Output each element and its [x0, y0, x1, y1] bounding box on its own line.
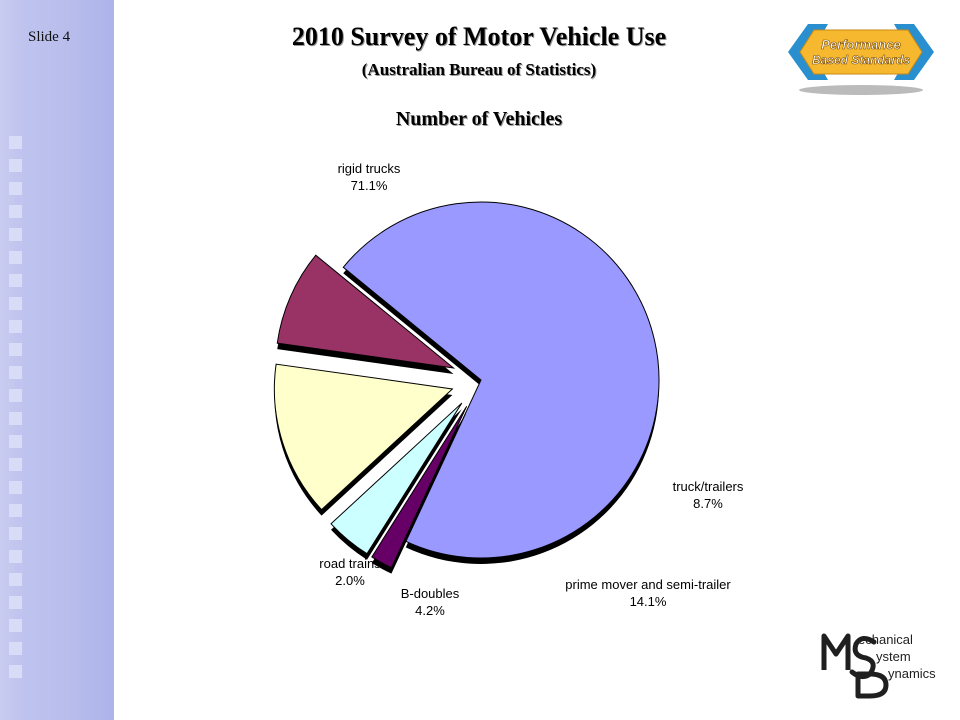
msd-logo: echanical ystem ynamics [821, 632, 936, 699]
chart-title: Number of Vehicles [395, 108, 563, 130]
slice-name-label: prime mover and semi-trailer [565, 577, 731, 592]
sidebar-square [9, 412, 22, 425]
slice-name-label: road trains [319, 556, 381, 571]
sidebar-square [9, 366, 22, 379]
slice-value-label: 4.2% [415, 603, 445, 618]
sidebar-square [9, 159, 22, 172]
sidebar-square [9, 435, 22, 448]
slice-value-label: 2.0% [335, 573, 365, 588]
sidebar-square [9, 297, 22, 310]
msd-letter-m [821, 633, 851, 670]
sidebar-square [9, 458, 22, 471]
msd-word-3: ynamics [888, 666, 936, 681]
page-subtitle: (Australian Bureau of Statistics) [361, 60, 597, 79]
sidebar-square [9, 573, 22, 586]
pie-slice-road-trains [371, 406, 468, 569]
sidebar-square [9, 389, 22, 402]
slice-value-label: 8.7% [693, 496, 723, 511]
sidebar-square [9, 274, 22, 287]
pbs-logo: Performance Based Standards [788, 24, 934, 95]
msd-word-1: echanical [858, 632, 913, 647]
sidebar-square [9, 596, 22, 609]
sidebar-square [9, 619, 22, 632]
sidebar-square [9, 481, 22, 494]
sidebar-decoration [0, 0, 114, 720]
sidebar-square [9, 136, 22, 149]
slice-value-label: 14.1% [630, 594, 667, 609]
sidebar-square [9, 665, 22, 678]
msd-letter-d [855, 671, 889, 699]
sidebar-square [9, 205, 22, 218]
slice-name-label: rigid trucks [338, 161, 401, 176]
slice-value-label: 71.1% [351, 178, 388, 193]
slice-name-label: B-doubles [401, 586, 460, 601]
page-title: 2010 Survey of Motor Vehicle Use [291, 22, 667, 51]
sidebar-square [9, 343, 22, 356]
sidebar-square [9, 251, 22, 264]
pie-slice-rigid-trucks [342, 201, 660, 559]
sidebar-square [9, 228, 22, 241]
pbs-logo-badge [799, 29, 923, 75]
sidebar-square [9, 320, 22, 333]
sidebar-square [9, 504, 22, 517]
sidebar-square [9, 550, 22, 563]
sidebar-square [9, 642, 22, 655]
pie-slice-b-doubles [330, 402, 463, 555]
pbs-logo-line2: Based Standards [812, 53, 910, 67]
slice-name-label: truck/trailers [673, 479, 744, 494]
pie-slice-prime-mover-and-semi-trailer [273, 363, 454, 511]
slide-number: Slide 4 [28, 29, 71, 45]
sidebar-square [9, 182, 22, 195]
pie-slice-truck-trailers [276, 254, 456, 369]
sidebar-square [9, 527, 22, 540]
msd-word-2: ystem [876, 649, 911, 664]
pbs-logo-shadow [799, 85, 923, 95]
pbs-logo-line1: Performance [821, 37, 900, 52]
